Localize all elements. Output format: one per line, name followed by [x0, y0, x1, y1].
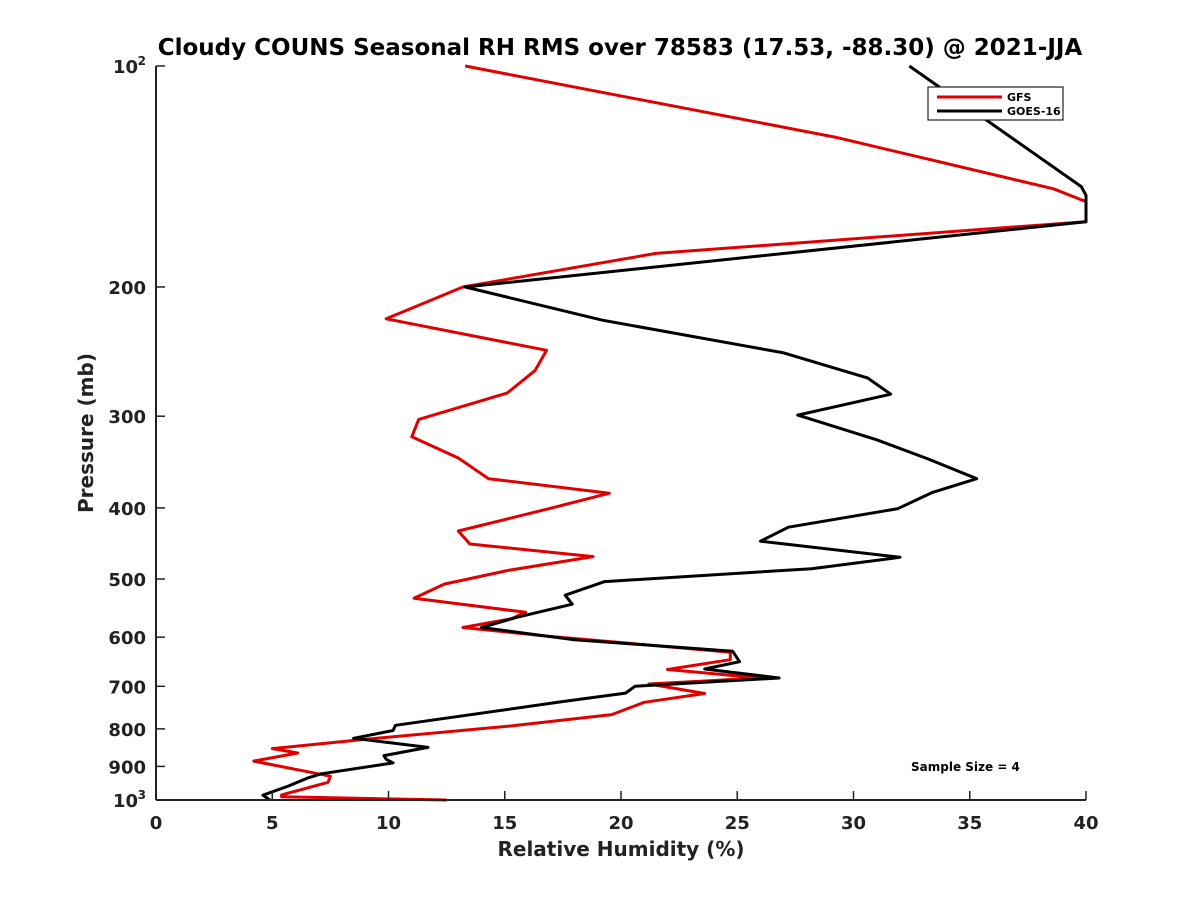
x-tick-label: 20	[608, 813, 633, 834]
y-tick-label: 600	[108, 628, 146, 649]
legend-box	[927, 86, 1064, 121]
y-tick-label: 800	[108, 720, 146, 741]
sample-size-annotation: Sample Size = 4	[911, 760, 1020, 774]
chart-title: Cloudy COUNS Seasonal RH RMS over 78583 …	[158, 35, 1083, 61]
x-tick-label: 40	[1073, 813, 1098, 834]
legend: GFS GOES-16	[927, 86, 1064, 121]
y-tick-label: 500	[108, 570, 146, 591]
y-axis-label: Pressure (mb)	[74, 353, 98, 513]
y-tick-label: 10	[113, 57, 138, 78]
x-tick-label: 35	[957, 813, 982, 834]
y-tick-label: 10	[113, 791, 138, 812]
series-layer	[252, 64, 1088, 802]
y-tick-label-exponent: 3	[138, 788, 146, 802]
y-tick-label: 300	[108, 407, 146, 428]
y-tick-label: 200	[108, 278, 146, 299]
y-tick-label: 700	[108, 677, 146, 698]
y-tick-label-exponent: 2	[138, 54, 146, 68]
legend-label-gfs: GFS	[1007, 91, 1032, 104]
x-tick-label: 10	[376, 813, 401, 834]
ticks-layer: 0 5 10 15 20 25 30 35 40210200300400500600700800…	[108, 54, 1098, 834]
x-tick-label: 30	[841, 813, 866, 834]
legend-label-goes-16: GOES-16	[1007, 105, 1061, 118]
series-line-goes-16	[261, 64, 1088, 802]
x-tick-label: 25	[725, 813, 750, 834]
y-tick-label: 400	[108, 499, 146, 520]
x-tick-label: 15	[492, 813, 517, 834]
x-tick-label: 5	[266, 813, 279, 834]
x-tick-label: 0	[150, 813, 163, 834]
y-tick-label: 900	[108, 757, 146, 778]
series-line-gfs	[252, 64, 1088, 802]
x-axis-label: Relative Humidity (%)	[497, 837, 744, 861]
